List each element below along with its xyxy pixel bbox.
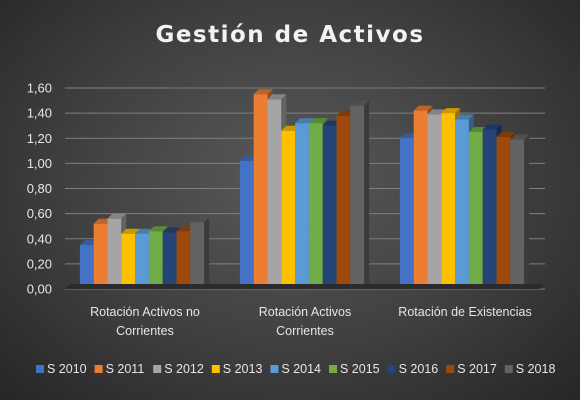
legend-item: S 2018 xyxy=(504,362,556,376)
x-category-label: Corrientes xyxy=(116,324,174,338)
legend-item: S 2011 xyxy=(94,362,145,376)
y-tick-label: 0,80 xyxy=(27,181,52,196)
x-category-label: Rotación de Existencias xyxy=(398,305,531,319)
y-tick-label: 0,20 xyxy=(27,256,52,271)
x-axis: Rotación Activos no Corrientes Rotación Ac… xyxy=(90,305,532,338)
bar xyxy=(350,100,370,290)
legend-item: S 2017 xyxy=(446,362,497,376)
legend-label: S 2013 xyxy=(223,362,263,376)
legend: S 2010 S 2011 S 2012 S 2013 S 2014 S 2015 S 20… xyxy=(36,362,555,376)
legend-swatch xyxy=(504,365,513,373)
legend-swatch xyxy=(211,365,220,373)
y-axis: 0,00 0,20 0,40 0,60 0,80 1,00 1,20 1,40 1,60 xyxy=(27,81,52,297)
legend-item: S 2014 xyxy=(270,362,321,376)
legend-label: S 2010 xyxy=(47,362,87,376)
bar xyxy=(510,134,530,289)
legend-label: S 2011 xyxy=(106,362,145,376)
y-tick-label: 0,00 xyxy=(27,282,52,297)
legend-item: S 2013 xyxy=(211,362,263,376)
legend-label: S 2018 xyxy=(516,362,556,376)
legend-item: S 2016 xyxy=(387,362,439,376)
x-category-label: Rotación Activos xyxy=(259,305,351,319)
legend-item: S 2012 xyxy=(153,362,204,376)
legend-item: S 2015 xyxy=(329,362,380,376)
legend-swatch xyxy=(387,365,396,373)
floor xyxy=(65,284,545,289)
legend-label: S 2014 xyxy=(281,362,321,376)
legend-item: S 2010 xyxy=(36,362,87,376)
legend-swatch xyxy=(94,365,103,373)
y-tick-label: 1,40 xyxy=(27,106,52,121)
legend-label: S 2016 xyxy=(399,362,439,376)
y-tick-label: 1,20 xyxy=(27,131,52,146)
chart-title: Gestión de Activos xyxy=(155,22,424,48)
legend-swatch xyxy=(329,365,337,373)
bar xyxy=(190,217,210,289)
legend-swatch xyxy=(153,365,162,373)
y-tick-label: 0,60 xyxy=(27,206,52,221)
legend-label: S 2012 xyxy=(164,362,204,376)
x-category-label: Rotación Activos no xyxy=(90,305,200,319)
y-tick-label: 1,00 xyxy=(27,156,52,171)
legend-swatch xyxy=(36,365,44,373)
x-category-label: Corrientes xyxy=(276,324,334,338)
legend-swatch xyxy=(446,365,455,373)
legend-label: S 2017 xyxy=(457,362,497,376)
y-tick-label: 0,40 xyxy=(27,231,52,246)
y-tick-label: 1,60 xyxy=(27,81,52,96)
legend-swatch xyxy=(270,365,279,373)
bars xyxy=(65,89,545,290)
legend-label: S 2015 xyxy=(340,362,380,376)
